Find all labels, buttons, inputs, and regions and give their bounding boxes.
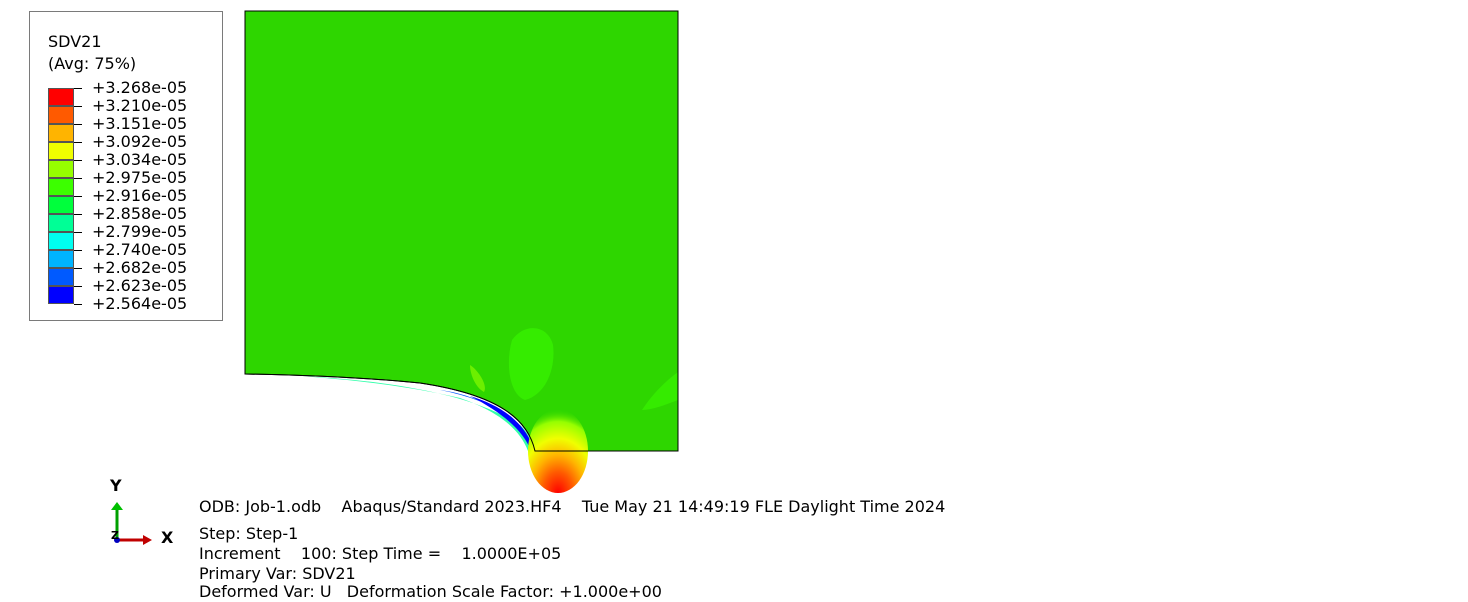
legend-tick (74, 178, 82, 179)
legend-swatch (48, 196, 74, 214)
legend-tick (74, 304, 82, 305)
legend-averaging: (Avg: 75%) (48, 54, 137, 73)
legend-level-label: +2.564e-05 (92, 294, 188, 313)
legend-swatch (48, 232, 74, 250)
plate-contour (244, 10, 679, 452)
triad-y-label: Y (110, 476, 122, 495)
legend-swatch (48, 250, 74, 268)
legend-tick (74, 196, 82, 197)
legend-level-label: +2.740e-05 (92, 240, 188, 259)
contour-legend: SDV21 (Avg: 75%) +3.268e-05 +3.210e-05 +3.… (29, 11, 223, 321)
deformed-var-info: Deformed Var: U Deformation Scale Factor… (199, 582, 662, 601)
triad-z-axis (114, 537, 120, 543)
legend-level-label: +3.210e-05 (92, 96, 188, 115)
legend-swatch (48, 142, 74, 160)
triad-z-label: Z (111, 529, 119, 542)
legend-swatch (48, 160, 74, 178)
legend-tick (74, 124, 82, 125)
legend-level-label: +2.916e-05 (92, 186, 188, 205)
legend-level-label: +3.268e-05 (92, 78, 188, 97)
legend-level-label: +3.092e-05 (92, 132, 188, 151)
primary-var-info: Primary Var: SDV21 (199, 564, 356, 583)
legend-swatch (48, 178, 74, 196)
legend-level-label: +2.623e-05 (92, 276, 188, 295)
legend-tick (74, 88, 82, 89)
legend-variable: SDV21 (48, 32, 102, 51)
legend-level-label: +3.034e-05 (92, 150, 188, 169)
increment-info: Increment 100: Step Time = 1.0000E+05 (199, 544, 562, 563)
legend-swatch (48, 106, 74, 124)
triad-x-arrow (143, 535, 152, 545)
legend-tick (74, 286, 82, 287)
legend-swatch (48, 88, 74, 106)
legend-swatch (48, 286, 74, 304)
region-light-3 (642, 372, 678, 410)
legend-tick (74, 250, 82, 251)
legend-swatch (48, 268, 74, 286)
legend-level-label: +2.682e-05 (92, 258, 188, 277)
legend-level-label: +2.858e-05 (92, 204, 188, 223)
legend-tick (74, 160, 82, 161)
legend-tick (74, 214, 82, 215)
legend-swatch (48, 124, 74, 142)
step-info: Step: Step-1 (199, 524, 299, 543)
triad-y-arrow (111, 502, 123, 510)
legend-tick (74, 106, 82, 107)
triad-x-label: X (161, 528, 174, 547)
legend-level-label: +3.151e-05 (92, 114, 188, 133)
region-light-2 (470, 365, 485, 392)
legend-level-label: +2.799e-05 (92, 222, 188, 241)
legend-level-label: +2.975e-05 (92, 168, 188, 187)
odb-info: ODB: Job-1.odb Abaqus/Standard 2023.HF4 … (199, 497, 946, 516)
region-light-1 (508, 328, 554, 400)
legend-swatch (48, 214, 74, 232)
legend-tick (74, 268, 82, 269)
legend-tick (74, 232, 82, 233)
legend-tick (74, 142, 82, 143)
